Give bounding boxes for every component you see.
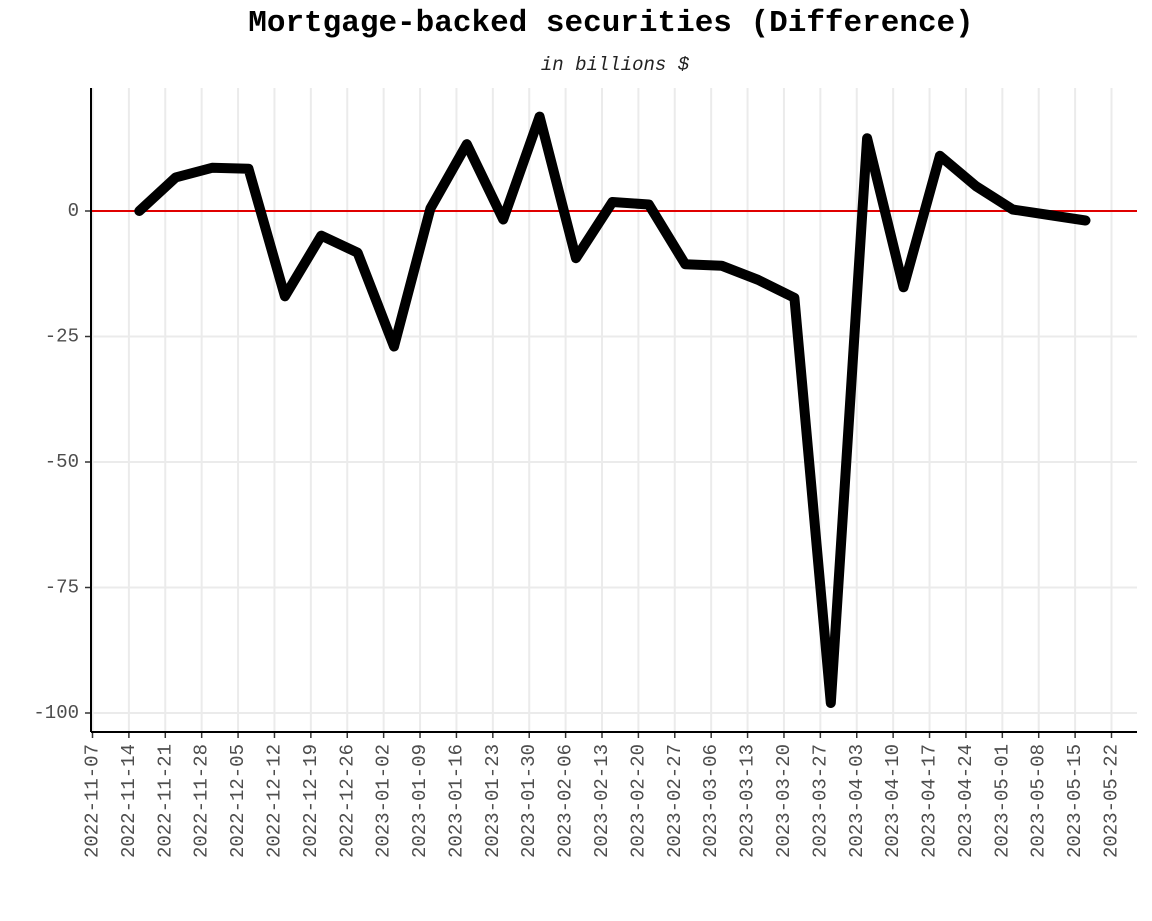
y-tick-label: -75 [45,577,79,599]
data-point [392,345,396,348]
x-tick-label: 2023-04-03 [846,744,868,858]
x-tick-label: 2023-04-10 [882,744,904,858]
chart-subtitle: in billions $ [540,54,690,76]
data-point [902,285,905,289]
x-tick-label: 2023-05-01 [991,744,1013,858]
y-tick-labels: 0 -25 -50 -75 -100 [33,200,79,724]
x-tick-label: 2023-03-06 [700,744,722,858]
data-point [137,209,141,213]
x-tick-label: 2023-02-06 [555,744,577,858]
x-tick-label: 2023-05-22 [1101,744,1123,858]
x-tick-label: 2023-02-27 [664,744,686,858]
data-point [574,256,578,260]
series-line [134,111,1091,708]
data-point [865,136,869,140]
x-tick-label: 2023-03-27 [809,744,831,858]
data-point [792,296,796,300]
data-point [683,262,687,266]
x-tick-label: 2023-02-13 [591,744,613,858]
x-tick-label: 2023-03-20 [773,744,795,858]
x-tick-label: 2023-01-30 [518,744,540,858]
y-tick-label: 0 [68,200,79,222]
x-tick-label: 2022-11-07 [82,744,104,858]
x-tick-label: 2023-04-17 [919,744,941,858]
data-point [720,264,724,268]
y-tick-label: -100 [33,702,79,724]
data-point [938,154,942,158]
x-tick-label: 2022-11-14 [118,744,140,858]
data-point [247,167,250,171]
data-point [538,115,542,119]
x-tick-labels: 2022-11-07 2022-11-14 2022-11-21 2022-11-28… [82,744,1123,858]
data-point [1084,219,1087,222]
chart-title: Mortgage-backed securities (Difference) [248,6,974,41]
data-point [610,200,614,204]
x-tick-label: 2023-03-13 [737,744,759,858]
data-point [319,234,323,238]
data-point [829,701,833,705]
x-tick-label: 2023-02-20 [627,744,649,858]
y-tick-label: -25 [45,326,79,348]
x-tick-label: 2022-12-19 [300,744,322,858]
x-tick-label: 2022-11-28 [191,744,213,858]
data-point [501,218,505,221]
x-tick-label: 2023-05-08 [1028,744,1050,858]
x-tick-label: 2022-12-26 [336,744,358,858]
x-tick-label: 2023-01-02 [373,744,395,858]
data-point [974,184,978,188]
x-tick-label: 2023-05-15 [1064,744,1086,858]
x-tick-label: 2022-11-21 [154,744,176,858]
data-point [210,166,214,170]
x-tick-label: 2023-04-24 [955,744,977,858]
x-tick-label: 2023-01-09 [409,744,431,858]
data-point [356,251,360,255]
data-point [283,294,287,298]
data-point [647,203,651,206]
data-point [465,142,469,146]
data-point [174,175,178,179]
data-point [428,207,432,210]
data-point [756,278,760,282]
y-tick-label: -50 [45,451,79,473]
x-tick-label: 2023-01-23 [482,744,504,858]
grid-lines [91,88,1137,732]
axes [85,88,1137,738]
data-point [1011,208,1015,211]
series-layer [134,111,1091,708]
x-tick-label: 2023-01-16 [445,744,467,858]
data-point [1047,213,1051,217]
x-tick-label: 2022-12-05 [227,744,249,858]
x-tick-label: 2022-12-12 [264,744,286,858]
